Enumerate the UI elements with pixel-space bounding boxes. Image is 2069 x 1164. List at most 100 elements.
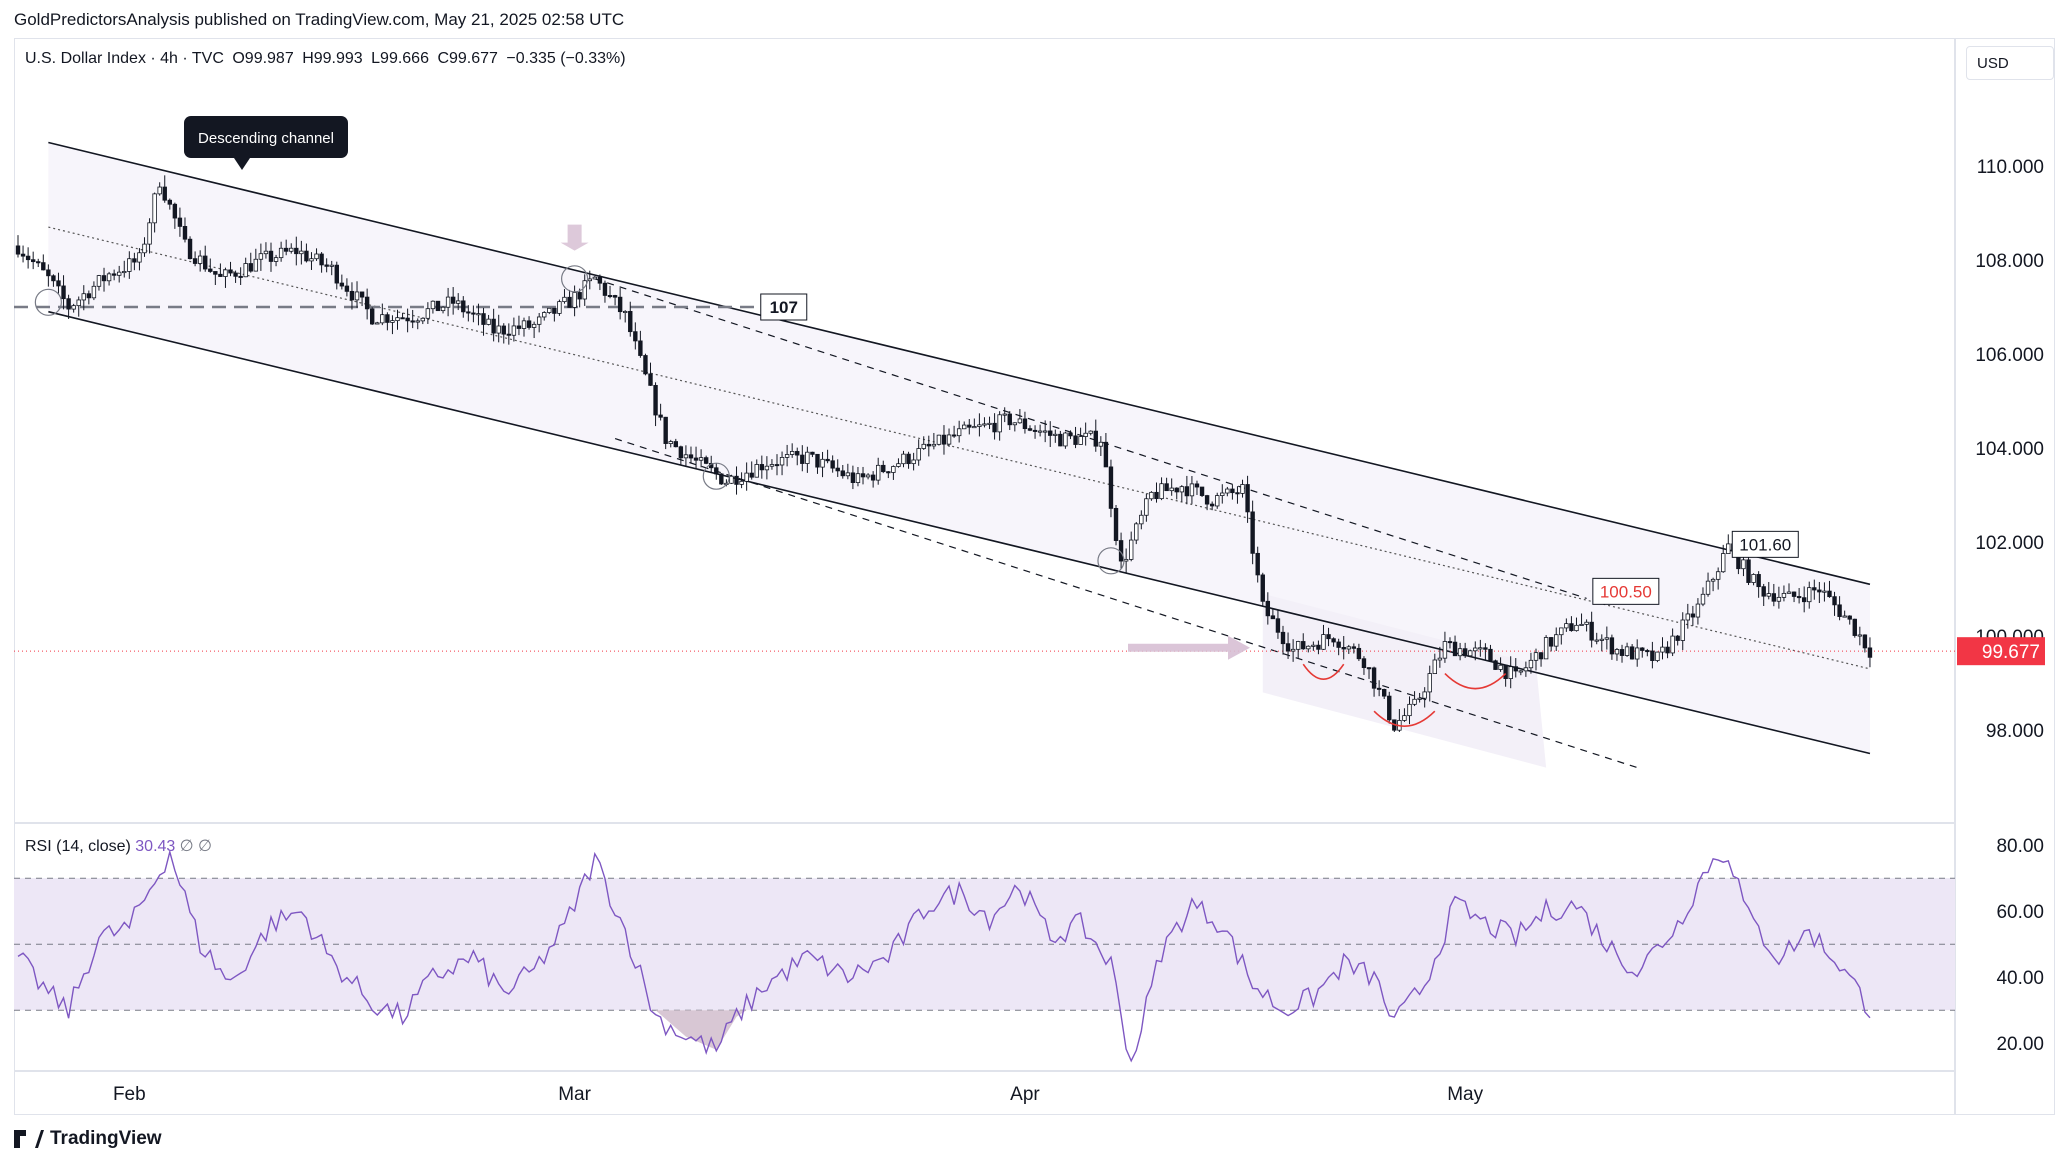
candle-body bbox=[152, 193, 157, 224]
candle-body bbox=[1134, 523, 1139, 541]
candle-body bbox=[688, 454, 694, 459]
candle-body bbox=[1594, 639, 1599, 642]
candle-body bbox=[1073, 435, 1078, 445]
candle-body bbox=[1402, 715, 1407, 721]
candle-body bbox=[1017, 418, 1023, 424]
candle-body bbox=[66, 298, 71, 310]
candle-body bbox=[815, 453, 820, 468]
candle-body bbox=[805, 451, 810, 464]
candle-body bbox=[56, 280, 61, 287]
candle-body bbox=[703, 457, 709, 464]
candle-body bbox=[1488, 648, 1493, 662]
candle-body bbox=[1159, 483, 1164, 500]
candle-body bbox=[1589, 621, 1594, 641]
side-arrow-icon bbox=[1128, 635, 1250, 660]
candle-body bbox=[1366, 667, 1372, 670]
candle-body bbox=[1746, 559, 1751, 583]
candle-body bbox=[304, 250, 309, 262]
candle-body bbox=[1356, 647, 1362, 660]
candle-body bbox=[1781, 592, 1787, 598]
inner-dashed-lower bbox=[614, 438, 1638, 769]
candle-body bbox=[946, 434, 952, 445]
candle-body bbox=[830, 460, 835, 469]
candle-body bbox=[203, 255, 208, 270]
touch-circle bbox=[560, 265, 589, 293]
pattern-arc bbox=[1373, 710, 1436, 727]
time-tick-label: May bbox=[1447, 1084, 1483, 1105]
candle-body bbox=[1640, 647, 1645, 651]
candle-body bbox=[1012, 422, 1018, 426]
candle-body bbox=[1037, 430, 1043, 433]
candle-body bbox=[739, 480, 744, 485]
candle-body bbox=[91, 285, 97, 299]
label-10160-box bbox=[1731, 530, 1799, 558]
candle-body bbox=[668, 441, 673, 444]
candle-body bbox=[511, 325, 517, 336]
candle-body bbox=[552, 307, 557, 314]
candle-body bbox=[1154, 491, 1159, 500]
label-107-box bbox=[760, 293, 808, 321]
channel-callout-pointer bbox=[234, 158, 250, 170]
currency-button[interactable]: USD bbox=[1966, 46, 2054, 80]
candle-body bbox=[1807, 587, 1812, 603]
candle-body bbox=[1543, 637, 1549, 660]
top-arrow-icon bbox=[560, 224, 589, 251]
candle-body bbox=[1564, 623, 1569, 629]
candle-body bbox=[1184, 486, 1190, 497]
candle-body bbox=[450, 296, 456, 304]
rsi-oversold-fill bbox=[655, 1010, 747, 1050]
candle-body bbox=[177, 217, 183, 227]
candle-body bbox=[1776, 596, 1782, 602]
candle-body bbox=[623, 310, 628, 313]
candle-body bbox=[1321, 634, 1326, 650]
candle-body bbox=[774, 464, 780, 467]
channel-upper-line bbox=[48, 141, 1871, 586]
candle-body bbox=[1341, 647, 1346, 650]
candle-body bbox=[536, 316, 542, 325]
candle-body bbox=[400, 317, 405, 320]
candle-body bbox=[1422, 691, 1427, 699]
candle-body bbox=[1194, 483, 1200, 488]
candle-body bbox=[941, 434, 947, 445]
candle-body bbox=[1584, 621, 1589, 625]
candle-body bbox=[147, 222, 152, 245]
candle-body bbox=[678, 446, 684, 459]
pattern-arc bbox=[1302, 663, 1345, 680]
channel-fill bbox=[48, 142, 1870, 754]
symbol-legend: U.S. Dollar Index · 4h · TVC O99.987 H99… bbox=[25, 50, 630, 68]
candle-body bbox=[233, 272, 238, 277]
price-tick-label: 98.000 bbox=[1986, 721, 2044, 742]
candle-body bbox=[435, 300, 441, 312]
candle-body bbox=[20, 253, 26, 257]
candle-body bbox=[1316, 644, 1321, 650]
candle-body bbox=[744, 472, 749, 482]
candle-body bbox=[1068, 432, 1073, 437]
candle-body bbox=[562, 296, 567, 303]
price-tick-label: 104.000 bbox=[1975, 439, 2044, 460]
candle-body bbox=[633, 331, 638, 342]
candle-body bbox=[1331, 638, 1336, 643]
candle-body bbox=[309, 258, 314, 262]
candle-body bbox=[228, 269, 233, 274]
candle-body bbox=[1705, 580, 1711, 595]
candle-body bbox=[1285, 643, 1291, 652]
label-10050-text: 100.50 bbox=[1600, 582, 1652, 601]
candle-body bbox=[926, 443, 931, 447]
candle-body bbox=[258, 253, 264, 260]
candle-body bbox=[820, 458, 825, 468]
candle-body bbox=[1048, 430, 1053, 436]
ohlc-low: L99.666 bbox=[371, 50, 429, 67]
candle-body bbox=[891, 466, 896, 473]
price-tick-label: 110.000 bbox=[1977, 157, 2044, 178]
candle-body bbox=[719, 473, 724, 485]
rsi-extra-1: ∅ bbox=[179, 838, 194, 855]
candle-body bbox=[1715, 571, 1721, 580]
candle-body bbox=[1483, 647, 1488, 650]
candle-body bbox=[172, 203, 178, 219]
candle-body bbox=[835, 467, 840, 472]
candle-body bbox=[587, 278, 592, 282]
candle-body bbox=[784, 454, 790, 458]
candle-body bbox=[213, 271, 218, 275]
candle-body bbox=[1604, 637, 1610, 640]
